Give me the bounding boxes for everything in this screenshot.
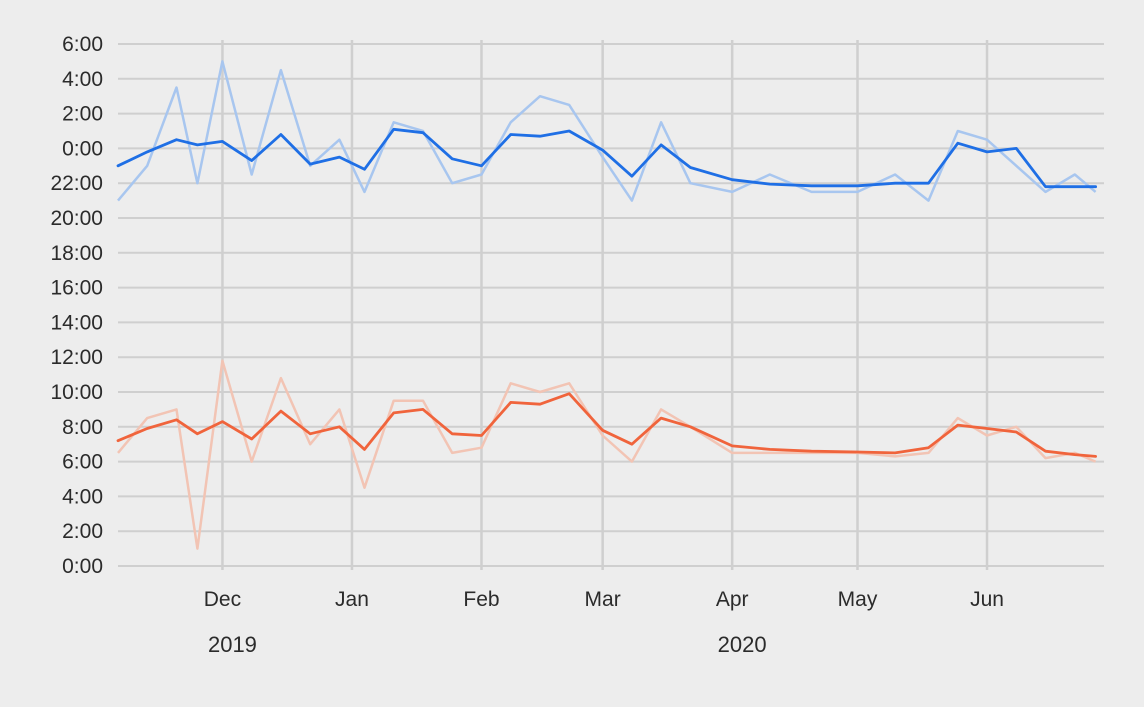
raw-series-layer	[117, 60, 1097, 550]
smoothed-series-line-1	[116, 127, 1097, 189]
y-tick-label: 20:00	[50, 207, 103, 230]
y-tick-label: 0:00	[62, 137, 103, 160]
y-tick-label: 4:00	[62, 68, 103, 91]
y-tick-label: 0:00	[62, 555, 103, 578]
y-tick-label: 4:00	[62, 485, 103, 508]
y-tick-label: 10:00	[50, 381, 103, 404]
x-tick-label: Jan	[335, 588, 369, 611]
y-tick-label: 8:00	[62, 416, 103, 439]
y-tick-label: 6:00	[62, 451, 103, 474]
y-tick-label: 6:00	[62, 33, 103, 56]
raw-series-line-2	[117, 359, 1097, 550]
grid	[118, 40, 1104, 570]
y-tick-label: 14:00	[50, 311, 103, 334]
x-tick-label: Jun	[970, 588, 1004, 611]
y-tick-label: 2:00	[62, 520, 103, 543]
x-tick-label: May	[838, 588, 878, 611]
smoothed-series-layer	[116, 127, 1097, 458]
y-axis-tick-labels: 0:00 2:00 4:00 6:00 8:00 10:00 12:00 14:00 16:00…	[50, 33, 103, 578]
smoothed-series-line-2	[116, 392, 1097, 458]
year-label: 2019	[208, 632, 257, 657]
year-labels: 2019 2020	[208, 632, 767, 657]
y-tick-label: 2:00	[62, 103, 103, 126]
x-axis-tick-labels: Dec Jan Feb Mar Apr May Jun	[204, 588, 1004, 611]
raw-series-line-1	[117, 60, 1097, 202]
year-label: 2020	[718, 632, 767, 657]
y-tick-label: 16:00	[50, 277, 103, 300]
x-tick-label: Feb	[463, 588, 499, 611]
x-tick-label: Mar	[585, 588, 621, 611]
y-tick-label: 22:00	[50, 172, 103, 195]
x-tick-label: Dec	[204, 588, 241, 611]
x-tick-label: Apr	[716, 588, 749, 611]
y-tick-label: 12:00	[50, 346, 103, 369]
y-tick-label: 18:00	[50, 242, 103, 265]
